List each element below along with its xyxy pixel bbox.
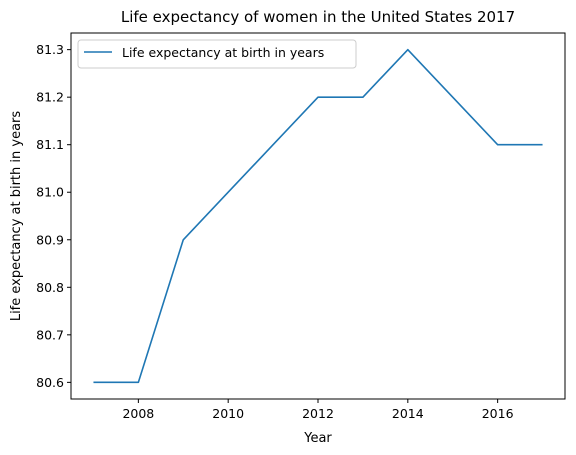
y-tick-label: 80.9	[36, 232, 64, 247]
y-tick-label: 81.1	[36, 137, 64, 152]
y-axis-label: Life expectancy at birth in years	[9, 111, 24, 322]
y-tick-label: 81.2	[36, 90, 64, 105]
y-tick-label: 80.6	[36, 375, 64, 390]
x-tick-label: 2014	[392, 406, 424, 421]
x-axis-label: Year	[303, 431, 332, 446]
chart-title: Life expectancy of women in the United S…	[121, 8, 515, 26]
y-tick-label: 80.8	[36, 280, 64, 295]
x-tick-label: 2012	[302, 406, 334, 421]
x-tick-label: 2008	[122, 406, 154, 421]
x-tick-label: 2010	[212, 406, 244, 421]
y-tick-label: 81.3	[36, 42, 64, 57]
x-tick-label: 2016	[482, 406, 514, 421]
y-tick-label: 81.0	[36, 185, 64, 200]
legend-label: Life expectancy at birth in years	[122, 45, 324, 60]
y-tick-label: 80.7	[36, 327, 64, 342]
legend: Life expectancy at birth in years	[78, 40, 356, 68]
